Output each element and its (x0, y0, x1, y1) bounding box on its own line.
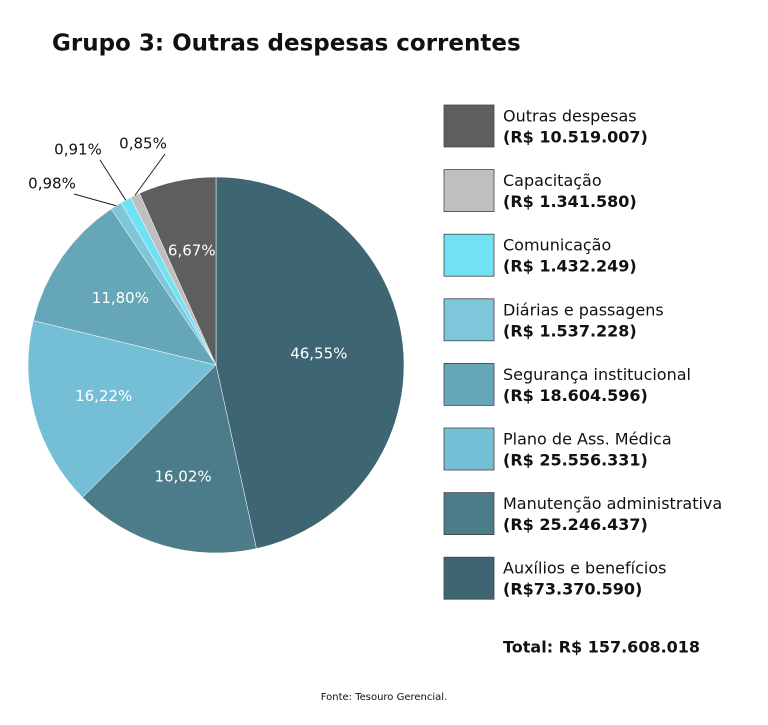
legend-label: Outras despesas (503, 107, 637, 126)
legend-amount: (R$73.370.590) (503, 580, 642, 599)
leader-line (134, 153, 166, 196)
legend-amount: (R$ 18.604.596) (503, 386, 648, 405)
leader-line (99, 159, 127, 201)
legend-label: Plano de Ass. Médica (503, 430, 672, 449)
pie-slice (82, 364, 257, 554)
legend-label: Manutenção administrativa (503, 494, 722, 513)
leader-line (73, 193, 117, 207)
legend-swatch (443, 362, 495, 406)
slice-label: 0,98% (28, 175, 76, 193)
legend-amount: (R$ 25.556.331) (503, 451, 648, 470)
slice-label: 0,85% (119, 135, 167, 153)
legend-swatch (443, 233, 495, 277)
legend-label: Comunicação (503, 236, 611, 255)
legend-swatch (443, 169, 495, 213)
slice-label: 11,80% (92, 289, 149, 307)
slice-label: 16,02% (154, 467, 211, 485)
legend-swatch (443, 298, 495, 342)
legend-swatch (443, 556, 495, 600)
chart-title: Grupo 3: Outras despesas correntes (52, 31, 521, 57)
pie-slice (139, 176, 217, 366)
source: Fonte: Tesouro Gerencial. (321, 692, 448, 703)
pie-slice (215, 176, 405, 549)
pie-slice (27, 320, 217, 498)
legend-amount: (R$ 25.246.437) (503, 515, 648, 534)
slice-label: 6,67% (168, 241, 216, 259)
legend-label: Capacitação (503, 171, 602, 190)
total: Total: R$ 157.608.018 (503, 638, 700, 657)
legend-amount: (R$ 1.341.580) (503, 192, 637, 211)
legend-label: Segurança institucional (503, 365, 691, 384)
legend-swatch (443, 104, 495, 148)
legend-label: Auxílios e benefícios (503, 559, 666, 578)
legend-label: Diárias e passagens (503, 300, 664, 319)
legend-swatch (443, 492, 495, 536)
legend-swatch (443, 427, 495, 471)
pie-slice (33, 208, 217, 366)
slice-label: 0,91% (54, 141, 102, 159)
slice-label: 16,22% (75, 387, 132, 405)
legend-amount: (R$ 1.432.249) (503, 257, 637, 276)
slice-label: 46,55% (290, 344, 347, 362)
legend-amount: (R$ 10.519.007) (503, 128, 648, 147)
legend-amount: (R$ 1.537.228) (503, 321, 637, 340)
